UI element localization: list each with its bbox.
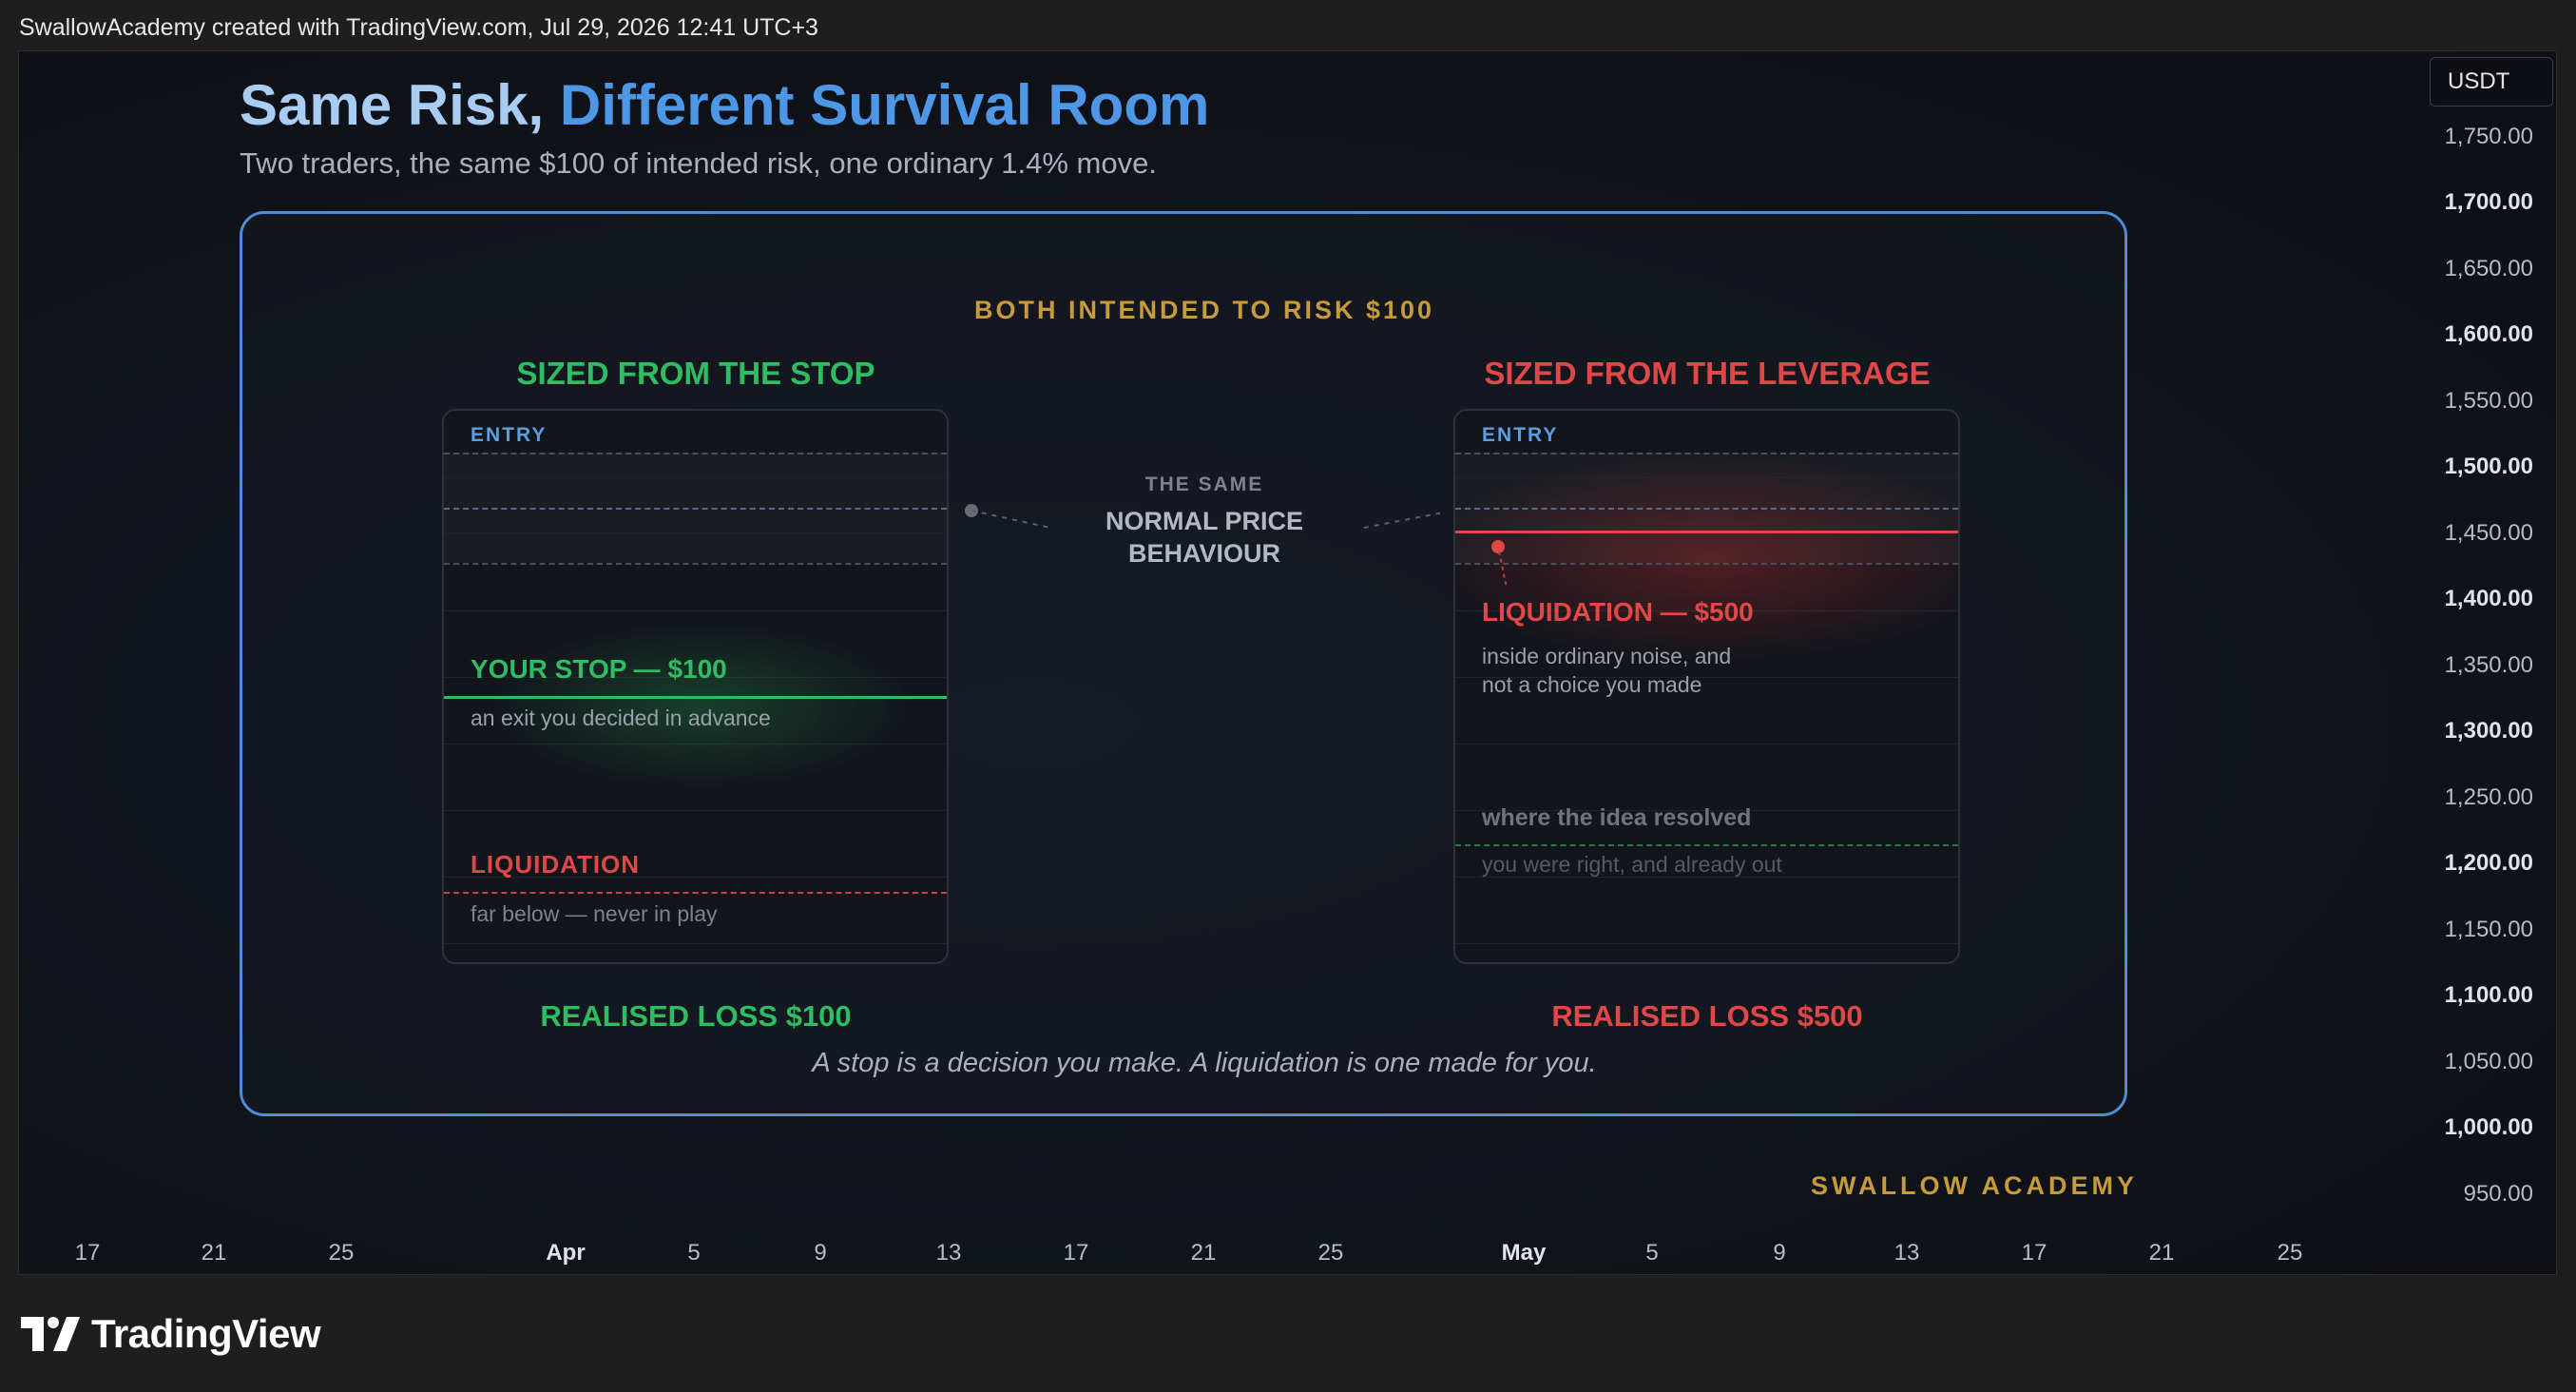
- time-label: May: [1501, 1240, 1547, 1266]
- snapshot-caption: SwallowAcademy created with TradingView.…: [19, 14, 818, 41]
- brand-mark: SWALLOW ACADEMY: [1811, 1171, 2138, 1200]
- price-label: 1,700.00: [2444, 189, 2533, 215]
- resolved-line: [1455, 844, 1958, 846]
- infographic-subtitle: Two traders, the same $100 of intended r…: [240, 146, 1157, 180]
- price-label: 1,050.00: [2444, 1049, 2533, 1074]
- entry-line: [444, 508, 947, 510]
- time-label: 17: [1063, 1240, 1089, 1266]
- price-label: 1,150.00: [2444, 917, 2533, 942]
- price-label: 1,000.00: [2444, 1114, 2533, 1140]
- connector-lines: [965, 504, 1440, 529]
- time-label: 21: [1190, 1240, 1217, 1266]
- time-label: 21: [2148, 1240, 2175, 1266]
- time-label: 9: [814, 1240, 827, 1266]
- bottom-bar: [0, 1276, 2576, 1392]
- middle-caption-1: THE SAME: [1144, 474, 1264, 495]
- left-panel: ENTRY YOUR STOP — $100 an exit you decid…: [442, 409, 949, 964]
- stop-note: an exit you decided in advance: [471, 706, 771, 730]
- closing-quote: A stop is a decision you make. A liquida…: [812, 1048, 1597, 1078]
- snapshot-caption-bar: SwallowAcademy created with TradingView.…: [0, 0, 2576, 49]
- tradingview-logo[interactable]: TradingView: [21, 1311, 321, 1356]
- price-label: 950.00: [2463, 1181, 2533, 1207]
- kicker-text: BOTH INTENDED TO RISK $100: [973, 296, 1435, 324]
- middle-caption-2: NORMAL PRICE: [1105, 507, 1304, 535]
- noise-top-line: [444, 453, 947, 454]
- resolved-note: you were right, and already out: [1482, 852, 1782, 877]
- liquidation-label: LIQUIDATION — $500: [1482, 597, 1754, 627]
- liquidation-note: far below — never in play: [471, 901, 718, 926]
- noise-bottom-line: [1455, 563, 1958, 565]
- right-panel: ENTRY LIQUIDATION — $500 inside ordinary…: [1453, 409, 1960, 964]
- liquidation-note-1: inside ordinary noise, and: [1482, 644, 1732, 668]
- middle-caption-3: BEHAVIOUR: [1127, 539, 1281, 568]
- time-label: 5: [1645, 1240, 1659, 1266]
- price-label: 1,250.00: [2444, 784, 2533, 810]
- time-label: 25: [328, 1240, 355, 1266]
- price-label: 1,650.00: [2444, 256, 2533, 281]
- currency-button[interactable]: USDT: [2430, 57, 2553, 106]
- liquidation-line: [444, 892, 947, 894]
- liquidation-note-2: not a choice you made: [1482, 672, 1702, 697]
- price-label: 1,200.00: [2444, 850, 2533, 876]
- time-label: 5: [687, 1240, 701, 1266]
- stop-glow: [482, 620, 919, 791]
- time-label: 13: [1894, 1240, 1920, 1266]
- liquidation-leader: [1498, 551, 1508, 589]
- liquidation-line: [1455, 531, 1958, 533]
- time-label: Apr: [546, 1240, 586, 1266]
- stop-label: YOUR STOP — $100: [471, 654, 727, 684]
- noise-bottom-line: [444, 563, 947, 565]
- entry-label: ENTRY: [1482, 424, 1559, 446]
- title-part-1: Same Risk,: [240, 73, 560, 137]
- infographic-title: Same Risk, Different Survival Room: [240, 72, 1209, 138]
- left-result: REALISED LOSS $100: [540, 999, 852, 1033]
- price-label: 1,100.00: [2444, 982, 2533, 1008]
- chart-area[interactable]: Same Risk, Different Survival Room Two t…: [18, 50, 2557, 1275]
- entry-label: ENTRY: [471, 424, 548, 446]
- left-heading: SIZED FROM THE STOP: [516, 356, 875, 391]
- time-label: 13: [935, 1240, 962, 1266]
- entry-line: [1455, 508, 1958, 510]
- price-label: 1,300.00: [2444, 718, 2533, 744]
- liquidation-label: LIQUIDATION: [471, 850, 641, 879]
- time-label: 9: [1773, 1240, 1786, 1266]
- liquidation-marker: [1491, 540, 1505, 553]
- stop-line: [444, 696, 947, 699]
- infographic-frame: BOTH INTENDED TO RISK $100 SIZED FROM TH…: [240, 211, 2127, 1116]
- right-heading: SIZED FROM THE LEVERAGE: [1484, 356, 1931, 391]
- time-label: 25: [2277, 1240, 2303, 1266]
- tradingview-logo-text: TradingView: [91, 1311, 321, 1356]
- right-result: REALISED LOSS $500: [1551, 999, 1863, 1033]
- price-label: 1,450.00: [2444, 520, 2533, 546]
- price-label: 1,600.00: [2444, 321, 2533, 347]
- time-label: 25: [1317, 1240, 1344, 1266]
- price-label: 1,750.00: [2444, 124, 2533, 149]
- time-label: 17: [74, 1240, 101, 1266]
- tradingview-logo-icon: [21, 1317, 80, 1351]
- price-label: 1,500.00: [2444, 454, 2533, 479]
- title-part-2: Different Survival Room: [559, 73, 1210, 137]
- time-label: 21: [201, 1240, 227, 1266]
- price-label: 1,350.00: [2444, 652, 2533, 678]
- time-label: 17: [2021, 1240, 2047, 1266]
- price-label: 1,550.00: [2444, 388, 2533, 414]
- liquidation-glow: [1455, 449, 1958, 667]
- resolved-label: where the idea resolved: [1482, 804, 1752, 831]
- noise-top-line: [1455, 453, 1958, 454]
- price-label: 1,400.00: [2444, 586, 2533, 611]
